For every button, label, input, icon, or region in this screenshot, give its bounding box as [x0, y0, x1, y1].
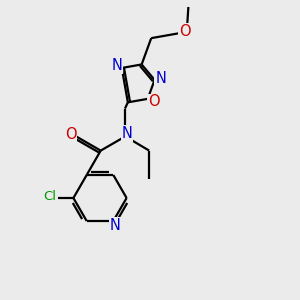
Text: N: N: [110, 218, 121, 232]
Text: N: N: [122, 126, 132, 141]
Text: O: O: [148, 94, 160, 109]
Text: O: O: [64, 127, 76, 142]
Text: N: N: [111, 58, 122, 74]
Text: O: O: [179, 24, 190, 39]
Text: N: N: [155, 71, 166, 86]
Text: Cl: Cl: [43, 190, 56, 203]
